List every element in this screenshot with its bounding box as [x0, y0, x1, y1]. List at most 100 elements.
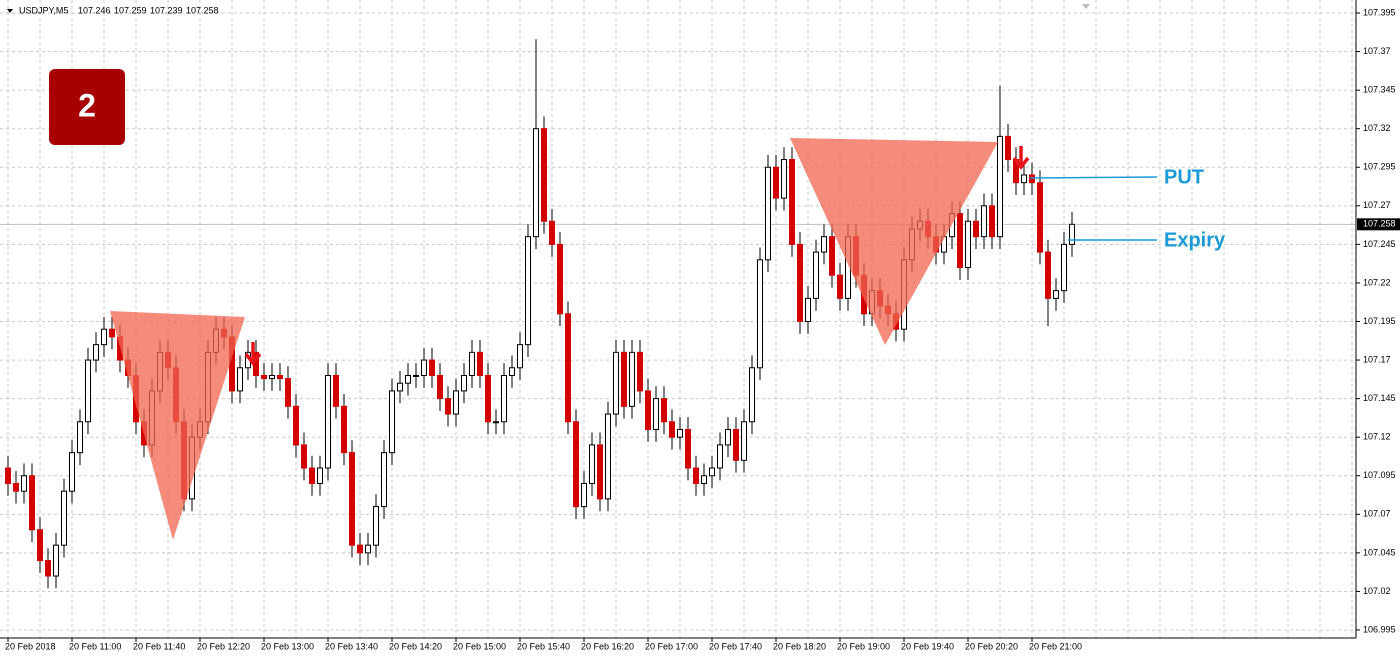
x-tick-label: 20 Feb 17:00 [645, 641, 698, 651]
x-tick-label: 20 Feb 14:20 [389, 641, 442, 651]
candle-body [69, 452, 75, 492]
x-tick-label: 20 Feb 20:20 [965, 641, 1018, 651]
candle-body [261, 374, 267, 380]
scroll-marker [1082, 4, 1090, 9]
candle-body [565, 313, 571, 423]
y-tick-label: 107.245 [1363, 239, 1396, 249]
y-tick-label: 107.02 [1363, 586, 1391, 596]
candle-body [989, 205, 995, 238]
candle-body [557, 243, 563, 315]
candle-body [525, 236, 531, 346]
candle-body [285, 378, 291, 407]
candle-body [981, 205, 987, 238]
badge-number: 2 [78, 87, 96, 123]
candle-body [469, 351, 475, 376]
candle-body [13, 482, 19, 492]
header-low: 107.239 [150, 5, 183, 15]
y-tick-label: 107.045 [1363, 547, 1396, 557]
current-price-label: 107.258 [1363, 219, 1396, 229]
y-tick-label: 107.12 [1363, 432, 1391, 442]
candle-body [693, 467, 699, 484]
candle-body [965, 220, 971, 269]
x-tick-label: 20 Feb 11:40 [133, 641, 185, 651]
candle-body [533, 128, 539, 238]
x-tick-label: 20 Feb 18:20 [773, 641, 826, 651]
candle-body [573, 421, 579, 508]
candle-body [837, 274, 843, 299]
x-tick-label: 20 Feb 16:20 [581, 641, 634, 651]
candle-body [957, 213, 963, 269]
candle-body [709, 467, 715, 477]
candle-body [509, 367, 515, 376]
candle-body [597, 444, 603, 500]
candle-body [389, 390, 395, 454]
candle-body [629, 351, 635, 407]
candle-body [1021, 174, 1027, 184]
candle-body [997, 135, 1003, 238]
candle-body [581, 482, 587, 508]
candle-body [717, 444, 723, 469]
candle-body [381, 452, 387, 508]
candle-body [725, 428, 731, 446]
candle-body [813, 251, 819, 299]
candle-body [109, 328, 115, 338]
put-label: PUT [1164, 166, 1204, 188]
candle-body [669, 421, 675, 438]
y-tick-label: 107.32 [1363, 123, 1391, 133]
candle-body [485, 374, 491, 423]
candle-body [453, 390, 459, 415]
candle-body [421, 359, 427, 376]
candle-body [781, 159, 787, 199]
candle-body [461, 374, 467, 392]
candle-body [237, 367, 243, 392]
axes: 106.995 107.02 107.045 107.07 107.095 107.12 1… [5, 7, 1400, 651]
badge [49, 69, 125, 145]
candle-body [317, 467, 323, 484]
x-tick-label: 20 Feb 15:00 [453, 641, 506, 651]
candles [5, 39, 1075, 589]
candle-body [589, 444, 595, 484]
candle-body [1045, 251, 1051, 299]
y-tick-label: 107.37 [1363, 46, 1391, 56]
header-open: 107.246 [78, 5, 111, 15]
candle-body [805, 297, 811, 322]
candle-body [541, 128, 547, 222]
candle-body [333, 374, 339, 407]
candle-body [77, 421, 83, 454]
y-tick-label: 107.145 [1363, 393, 1396, 403]
down-arrow [1012, 146, 1030, 170]
header-close: 107.258 [186, 5, 219, 15]
candle-body [701, 475, 707, 484]
candle-body [85, 359, 91, 423]
candle-body [405, 374, 411, 384]
candle-body [301, 444, 307, 469]
candle-body [45, 560, 51, 577]
candle-body [773, 166, 779, 199]
x-tick-label: 20 Feb 15:40 [517, 641, 570, 651]
candle-body [765, 166, 771, 261]
candle-body [325, 374, 331, 469]
header-high: 107.259 [114, 5, 147, 15]
candle-body [101, 328, 107, 346]
candle-body [29, 475, 35, 531]
put-line [1029, 176, 1158, 179]
y-tick-label: 107.095 [1363, 470, 1396, 480]
candle-body [517, 344, 523, 369]
x-tick-label: 20 Feb 12:20 [197, 641, 250, 651]
x-tick-label: 20 Feb 13:40 [325, 641, 378, 651]
candle-body [741, 421, 747, 461]
candle-body [5, 467, 11, 484]
x-tick-label: 20 Feb 19:40 [901, 641, 954, 651]
candle-body [373, 506, 379, 546]
candle-body [341, 405, 347, 454]
candle-body [93, 344, 99, 361]
candle-body [829, 236, 835, 276]
candle-body [797, 243, 803, 322]
candle-body [973, 220, 979, 238]
y-tick-label: 107.22 [1363, 277, 1391, 287]
candle-body [445, 398, 451, 415]
candle-body [1069, 223, 1075, 245]
triangle-pattern [110, 311, 245, 540]
y-tick-label: 107.295 [1363, 162, 1396, 172]
